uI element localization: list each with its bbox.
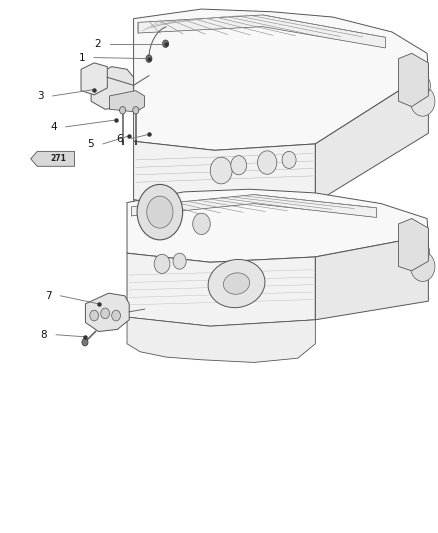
Polygon shape [91,67,134,109]
Polygon shape [399,219,428,271]
Circle shape [258,151,277,174]
Circle shape [162,40,169,47]
Circle shape [231,156,247,175]
Circle shape [210,157,232,184]
Polygon shape [134,200,315,248]
Polygon shape [131,195,377,217]
Polygon shape [134,141,315,209]
Text: 1: 1 [79,53,85,62]
Circle shape [90,310,99,321]
Circle shape [410,86,435,116]
Circle shape [112,310,120,321]
Text: 7: 7 [45,291,52,301]
Polygon shape [138,15,385,48]
Polygon shape [85,293,129,332]
Circle shape [410,252,435,281]
Polygon shape [399,53,428,107]
Polygon shape [110,91,145,112]
Text: 3: 3 [37,91,44,101]
Text: 4: 4 [50,122,57,132]
Circle shape [133,107,139,114]
Circle shape [173,253,186,269]
Polygon shape [134,9,428,150]
Polygon shape [127,189,428,262]
Circle shape [282,151,296,168]
Text: 8: 8 [41,330,47,340]
Circle shape [147,196,173,228]
Polygon shape [81,63,107,95]
Polygon shape [127,253,315,326]
Circle shape [137,184,183,240]
Polygon shape [31,151,74,166]
Text: 6: 6 [116,134,123,143]
Circle shape [120,107,126,114]
Circle shape [101,308,110,319]
Circle shape [154,254,170,273]
Circle shape [416,243,430,260]
Text: 5: 5 [88,139,94,149]
Circle shape [82,338,88,346]
Text: 2: 2 [94,39,101,49]
Polygon shape [315,236,428,320]
Text: 271: 271 [50,155,66,163]
Circle shape [193,213,210,235]
Circle shape [146,55,152,62]
Polygon shape [315,72,428,203]
Ellipse shape [223,273,250,294]
Polygon shape [127,317,315,362]
Circle shape [415,76,431,95]
Ellipse shape [208,260,265,308]
